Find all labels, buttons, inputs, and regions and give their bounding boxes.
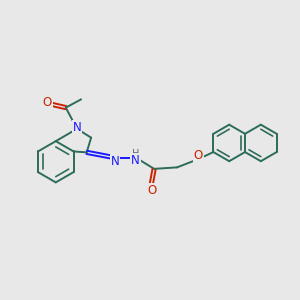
- Text: O: O: [147, 184, 156, 197]
- Text: O: O: [44, 99, 52, 109]
- Text: N: N: [111, 155, 119, 168]
- Text: N: N: [73, 121, 81, 134]
- Text: O: O: [42, 96, 52, 109]
- Text: N: N: [131, 154, 140, 167]
- Text: H: H: [132, 148, 139, 158]
- Text: O: O: [194, 149, 203, 162]
